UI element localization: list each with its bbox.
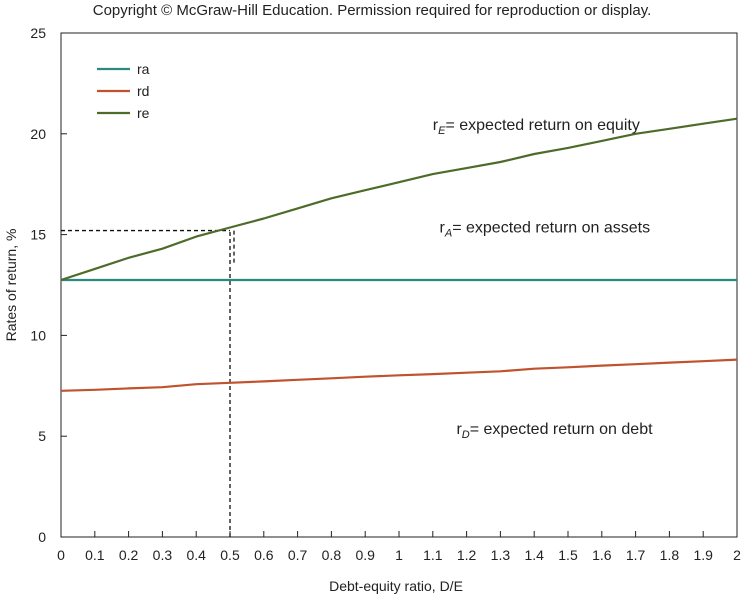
x-tick-label: 0.9 — [355, 547, 375, 563]
reference-lines — [61, 229, 235, 537]
x-tick-label: 0.7 — [288, 547, 308, 563]
annotations: rE= expected return on equity rA= expecte… — [433, 117, 653, 441]
x-tick-label: 1.1 — [423, 547, 443, 563]
x-tick-label: 1.6 — [592, 547, 612, 563]
series-line-rd — [60, 358, 738, 392]
legend: ra rd re — [97, 61, 150, 121]
series-line-re — [60, 117, 738, 282]
y-tick-label: 0 — [38, 529, 46, 545]
y-tick-label: 15 — [30, 227, 46, 243]
x-tick-label: 1.3 — [491, 547, 511, 563]
x-tick-label: 1.9 — [693, 547, 713, 563]
plot-frame — [60, 32, 738, 538]
x-tick-label: 0.8 — [322, 547, 342, 563]
x-axis-title: Debt-equity ratio, D/E — [329, 578, 463, 594]
annotation-rE: rE= expected return on equity — [433, 117, 640, 137]
x-tick-label: 0.1 — [85, 547, 105, 563]
x-tick-label: 0.3 — [153, 547, 173, 563]
legend-label-re: re — [137, 105, 150, 121]
y-tick-label: 20 — [30, 126, 46, 142]
x-tick-label: 0.5 — [220, 547, 240, 563]
x-tick-label: 0.2 — [119, 547, 139, 563]
annotation-rD: rD= expected return on debt — [456, 421, 653, 441]
y-tick-label: 25 — [30, 25, 46, 41]
x-tick-label: 0 — [57, 547, 65, 563]
x-tick-label: 1.5 — [558, 547, 578, 563]
copyright-notice: Copyright © McGraw-Hill Education. Permi… — [92, 2, 652, 19]
y-tick-label: 5 — [38, 428, 46, 444]
x-tick-label: 1.4 — [524, 547, 544, 563]
annotation-rA: rA= expected return on assets — [440, 220, 651, 240]
axes: 0 0.1 0.2 0.3 0.4 0.5 0.6 0.7 0.8 0.9 1 1.1 1.2 1.3 1.… — [3, 25, 741, 594]
x-tick-label: 1.7 — [626, 547, 646, 563]
y-axis-title: Rates of return, % — [3, 229, 19, 342]
x-tick-label: 0.4 — [186, 547, 206, 563]
y-tick-label: 10 — [30, 327, 46, 343]
x-tick-label: 1 — [395, 547, 403, 563]
series-lines — [60, 117, 738, 392]
x-tick-label: 1.8 — [660, 547, 680, 563]
legend-label-rd: rd — [137, 83, 149, 99]
legend-label-ra: ra — [137, 61, 150, 77]
x-tick-label: 0.6 — [254, 547, 274, 563]
x-tick-label: 1.2 — [457, 547, 477, 563]
x-tick-label: 2 — [733, 547, 741, 563]
